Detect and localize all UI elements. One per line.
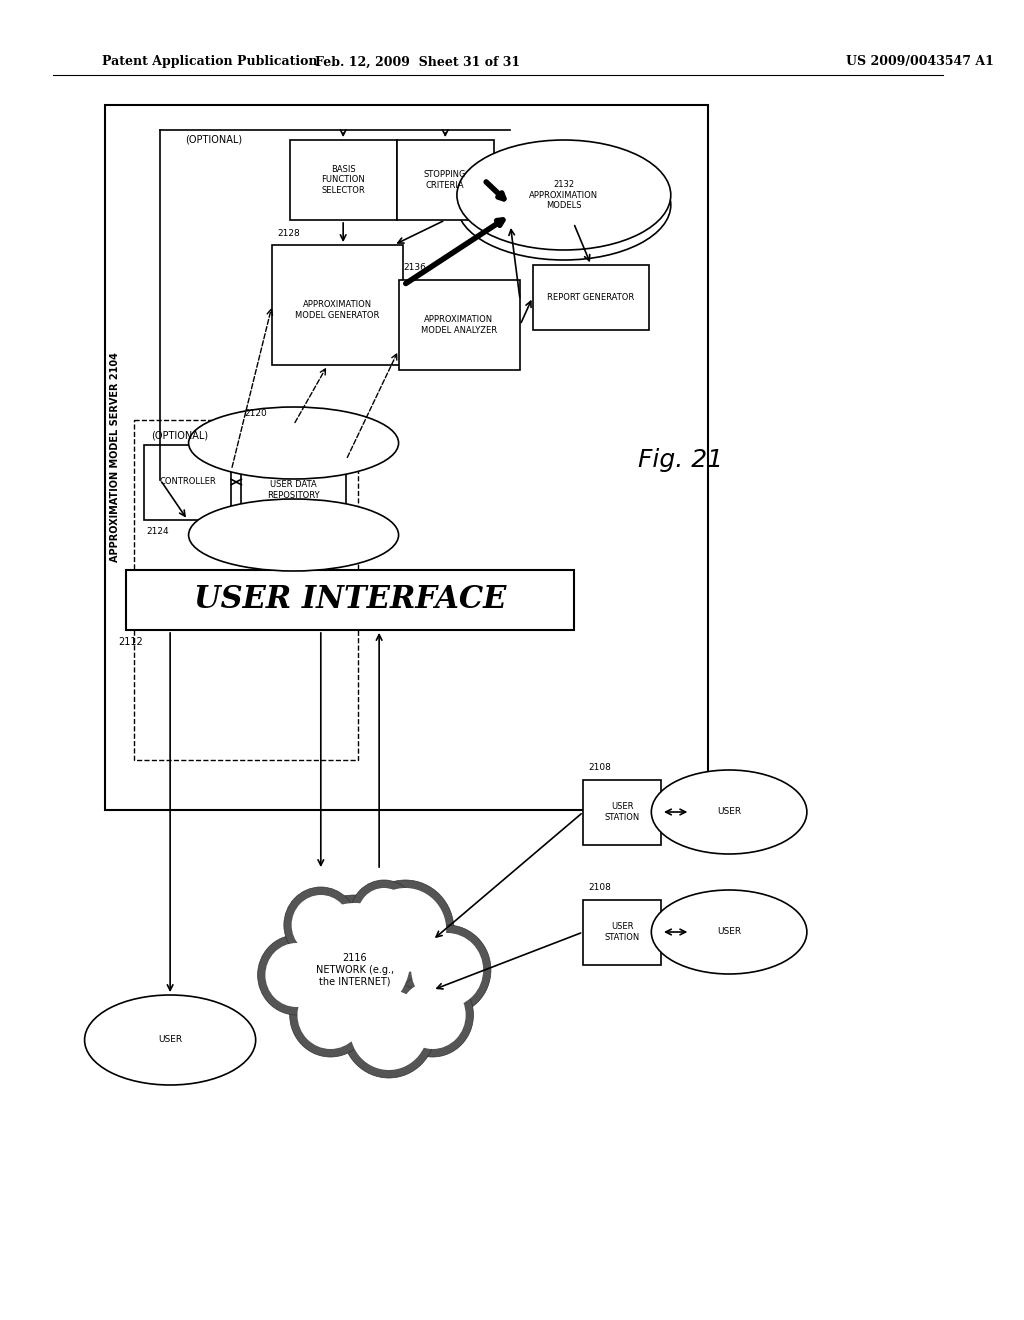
Ellipse shape	[651, 770, 807, 854]
Text: Patent Application Publication: Patent Application Publication	[102, 55, 317, 69]
Circle shape	[292, 895, 418, 1026]
Text: USER DATA
REPOSITORY: USER DATA REPOSITORY	[267, 480, 319, 500]
Circle shape	[356, 880, 454, 979]
Text: 2120: 2120	[244, 408, 267, 417]
Bar	[290, 140, 396, 220]
Circle shape	[342, 982, 435, 1078]
Circle shape	[412, 933, 483, 1007]
Text: 2128: 2128	[278, 228, 300, 238]
Bar	[105, 106, 708, 810]
Ellipse shape	[457, 140, 671, 249]
Ellipse shape	[457, 160, 671, 271]
Circle shape	[258, 935, 336, 1015]
Text: USER: USER	[158, 1035, 182, 1044]
Text: USER
STATION: USER STATION	[604, 923, 640, 941]
Ellipse shape	[457, 150, 671, 260]
Text: BASIS
FUNCTION
SELECTOR: BASIS FUNCTION SELECTOR	[322, 165, 365, 195]
Text: APPROXIMATION
MODEL ANALYZER: APPROXIMATION MODEL ANALYZER	[421, 315, 497, 335]
Bar	[584, 900, 662, 965]
Text: USER: USER	[717, 928, 741, 936]
Circle shape	[365, 888, 446, 972]
Ellipse shape	[188, 499, 398, 572]
Text: 2108: 2108	[588, 763, 611, 772]
Text: 2132
APPROXIMATION
MODELS: 2132 APPROXIMATION MODELS	[529, 180, 598, 210]
Circle shape	[392, 973, 473, 1057]
Circle shape	[403, 925, 490, 1015]
Circle shape	[357, 888, 411, 942]
Circle shape	[399, 981, 466, 1049]
Text: 2136: 2136	[403, 264, 426, 272]
Circle shape	[265, 942, 328, 1007]
Text: STOPPING
CRITERIA: STOPPING CRITERIA	[424, 170, 467, 190]
Circle shape	[350, 880, 418, 950]
Text: 2112: 2112	[119, 638, 143, 647]
Circle shape	[284, 887, 357, 964]
Text: US 2009/0043547 A1: US 2009/0043547 A1	[846, 55, 993, 69]
Text: (OPTIONAL): (OPTIONAL)	[151, 430, 208, 440]
Bar	[532, 265, 649, 330]
Text: REPORT GENERATOR: REPORT GENERATOR	[548, 293, 635, 301]
Ellipse shape	[188, 407, 398, 479]
Text: USER
STATION: USER STATION	[604, 803, 640, 821]
Text: USER INTERFACE: USER INTERFACE	[194, 585, 506, 615]
Text: APPROXIMATION MODEL SERVER 2104: APPROXIMATION MODEL SERVER 2104	[110, 352, 120, 562]
Text: Fig. 21: Fig. 21	[638, 447, 723, 473]
Text: USER: USER	[717, 808, 741, 817]
Text: APPROXIMATION
MODEL GENERATOR: APPROXIMATION MODEL GENERATOR	[295, 300, 380, 319]
Bar	[398, 280, 520, 370]
Ellipse shape	[85, 995, 256, 1085]
Circle shape	[290, 973, 372, 1057]
Text: 2108: 2108	[588, 883, 611, 892]
Bar	[241, 444, 346, 535]
Bar	[126, 570, 573, 630]
Bar	[272, 246, 403, 366]
Circle shape	[298, 981, 364, 1049]
Bar	[144, 445, 231, 520]
Ellipse shape	[651, 890, 807, 974]
Circle shape	[292, 895, 350, 954]
Bar	[134, 420, 357, 760]
Bar	[396, 140, 494, 220]
Circle shape	[306, 909, 403, 1010]
Text: CONTROLLER: CONTROLLER	[160, 478, 216, 487]
Text: Feb. 12, 2009  Sheet 31 of 31: Feb. 12, 2009 Sheet 31 of 31	[315, 55, 520, 69]
Text: 2124: 2124	[146, 528, 169, 536]
Text: 2116
NETWORK (e.g.,
the INTERNET): 2116 NETWORK (e.g., the INTERNET)	[315, 953, 394, 986]
Circle shape	[350, 990, 428, 1071]
Text: (OPTIONAL): (OPTIONAL)	[184, 135, 242, 145]
Circle shape	[299, 903, 411, 1016]
Bar	[584, 780, 662, 845]
